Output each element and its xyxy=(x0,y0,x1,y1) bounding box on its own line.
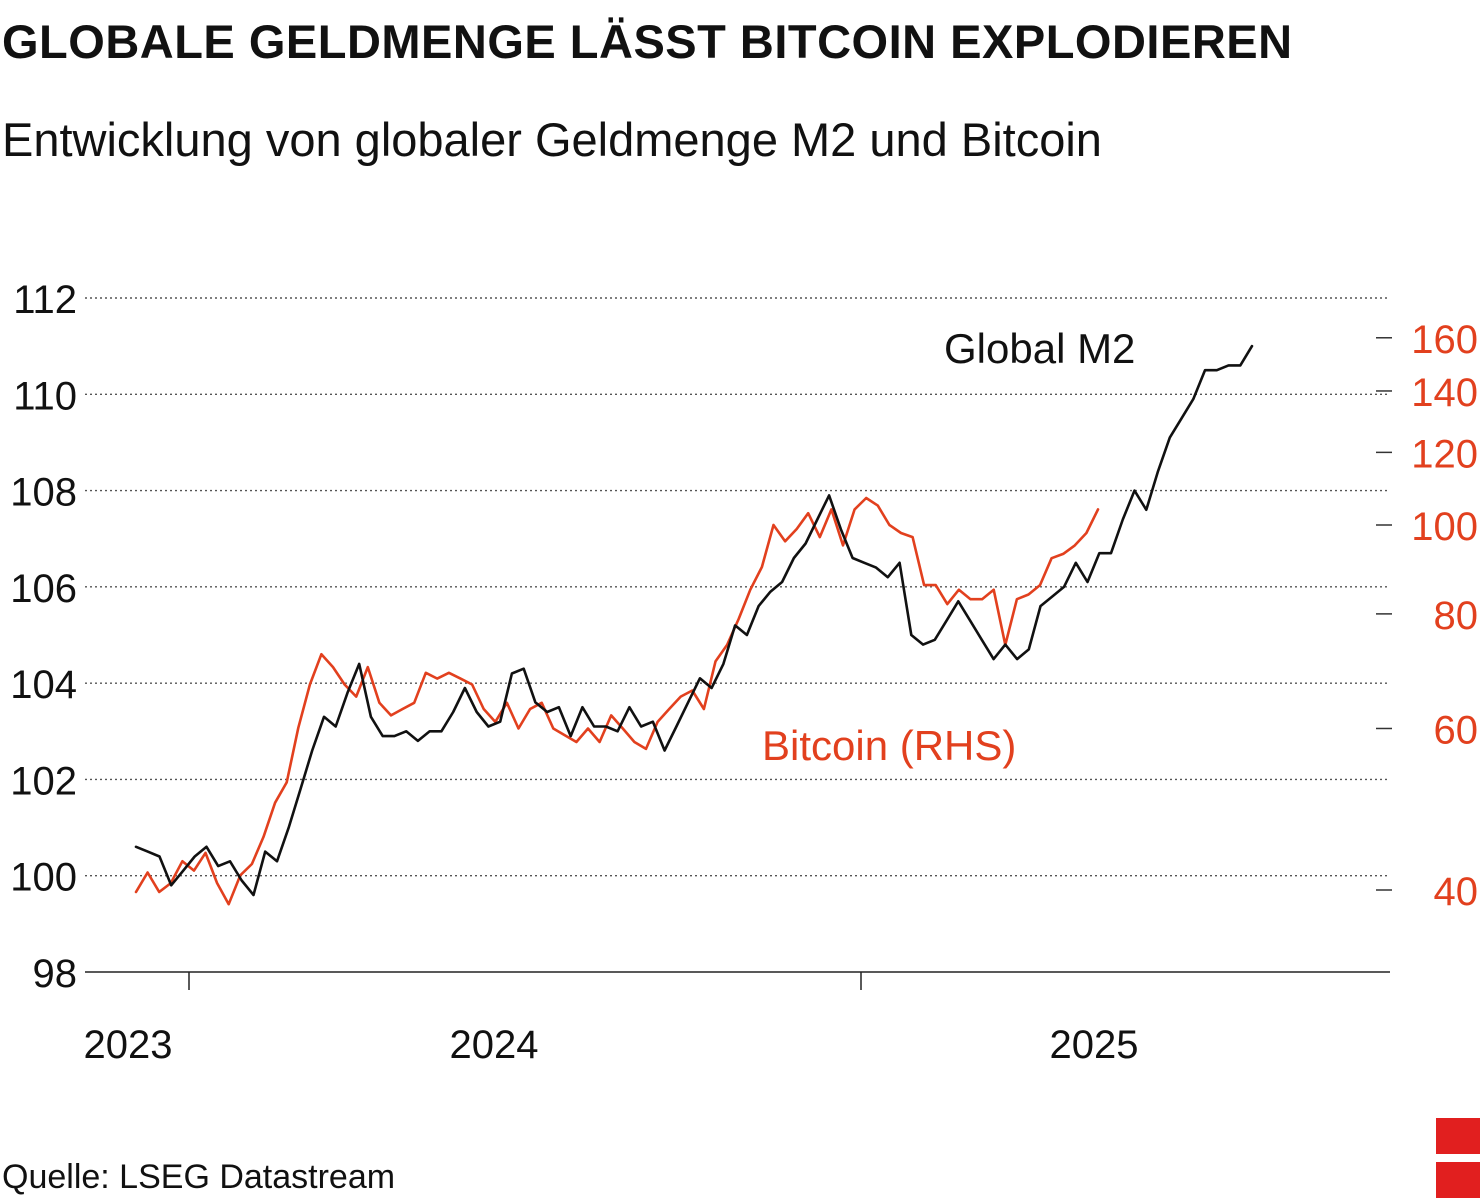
y-left-tick-label: 106 xyxy=(10,567,77,611)
brand-logo-square-top xyxy=(1436,1118,1480,1154)
y-right-tick-label: 160 xyxy=(1411,318,1478,362)
y-left-tick-label: 110 xyxy=(13,374,77,418)
global-m2-label: Global M2 xyxy=(944,325,1135,372)
y-right-tick-label: 120 xyxy=(1411,432,1478,476)
x-tick-label: 2023 xyxy=(84,1023,173,1067)
y-right-tick-label: 40 xyxy=(1434,870,1479,914)
x-tick-label: 2025 xyxy=(1050,1023,1139,1067)
y-left-tick-label: 112 xyxy=(13,278,77,322)
chart-subtitle: Entwicklung von globaler Geldmenge M2 un… xyxy=(2,113,1102,166)
series-labels: Global M2 Bitcoin (RHS) xyxy=(762,325,1135,769)
global-m2-line xyxy=(134,344,1254,897)
y-left-tick-label: 104 xyxy=(10,663,77,707)
bitcoin-line xyxy=(134,496,1100,906)
y-right-tick-label: 60 xyxy=(1434,708,1479,752)
series xyxy=(134,344,1254,906)
brand-logo-square-bottom xyxy=(1436,1162,1480,1198)
y-right-tick-label: 80 xyxy=(1434,594,1479,638)
y-left-tick-label: 102 xyxy=(10,759,77,803)
axes: 112 110 108 106 104 102 100 98 160 140 120 100 80 60 4… xyxy=(10,278,1478,1067)
x-tick-label: 2024 xyxy=(450,1023,539,1067)
y-right-tick-label: 140 xyxy=(1411,371,1478,415)
source-note: Quelle: LSEG Datastream xyxy=(2,1158,396,1196)
bitcoin-label: Bitcoin (RHS) xyxy=(762,722,1016,769)
y-left-tick-label: 98 xyxy=(33,952,78,996)
chart-title: GLOBALE GELDMENGE LÄSST BITCOIN EXPLODIE… xyxy=(2,15,1293,68)
gridlines xyxy=(85,297,1390,877)
y-left-tick-label: 108 xyxy=(10,471,77,515)
y-right-tick-label: 100 xyxy=(1411,505,1478,549)
y-left-tick-label: 100 xyxy=(10,856,77,900)
